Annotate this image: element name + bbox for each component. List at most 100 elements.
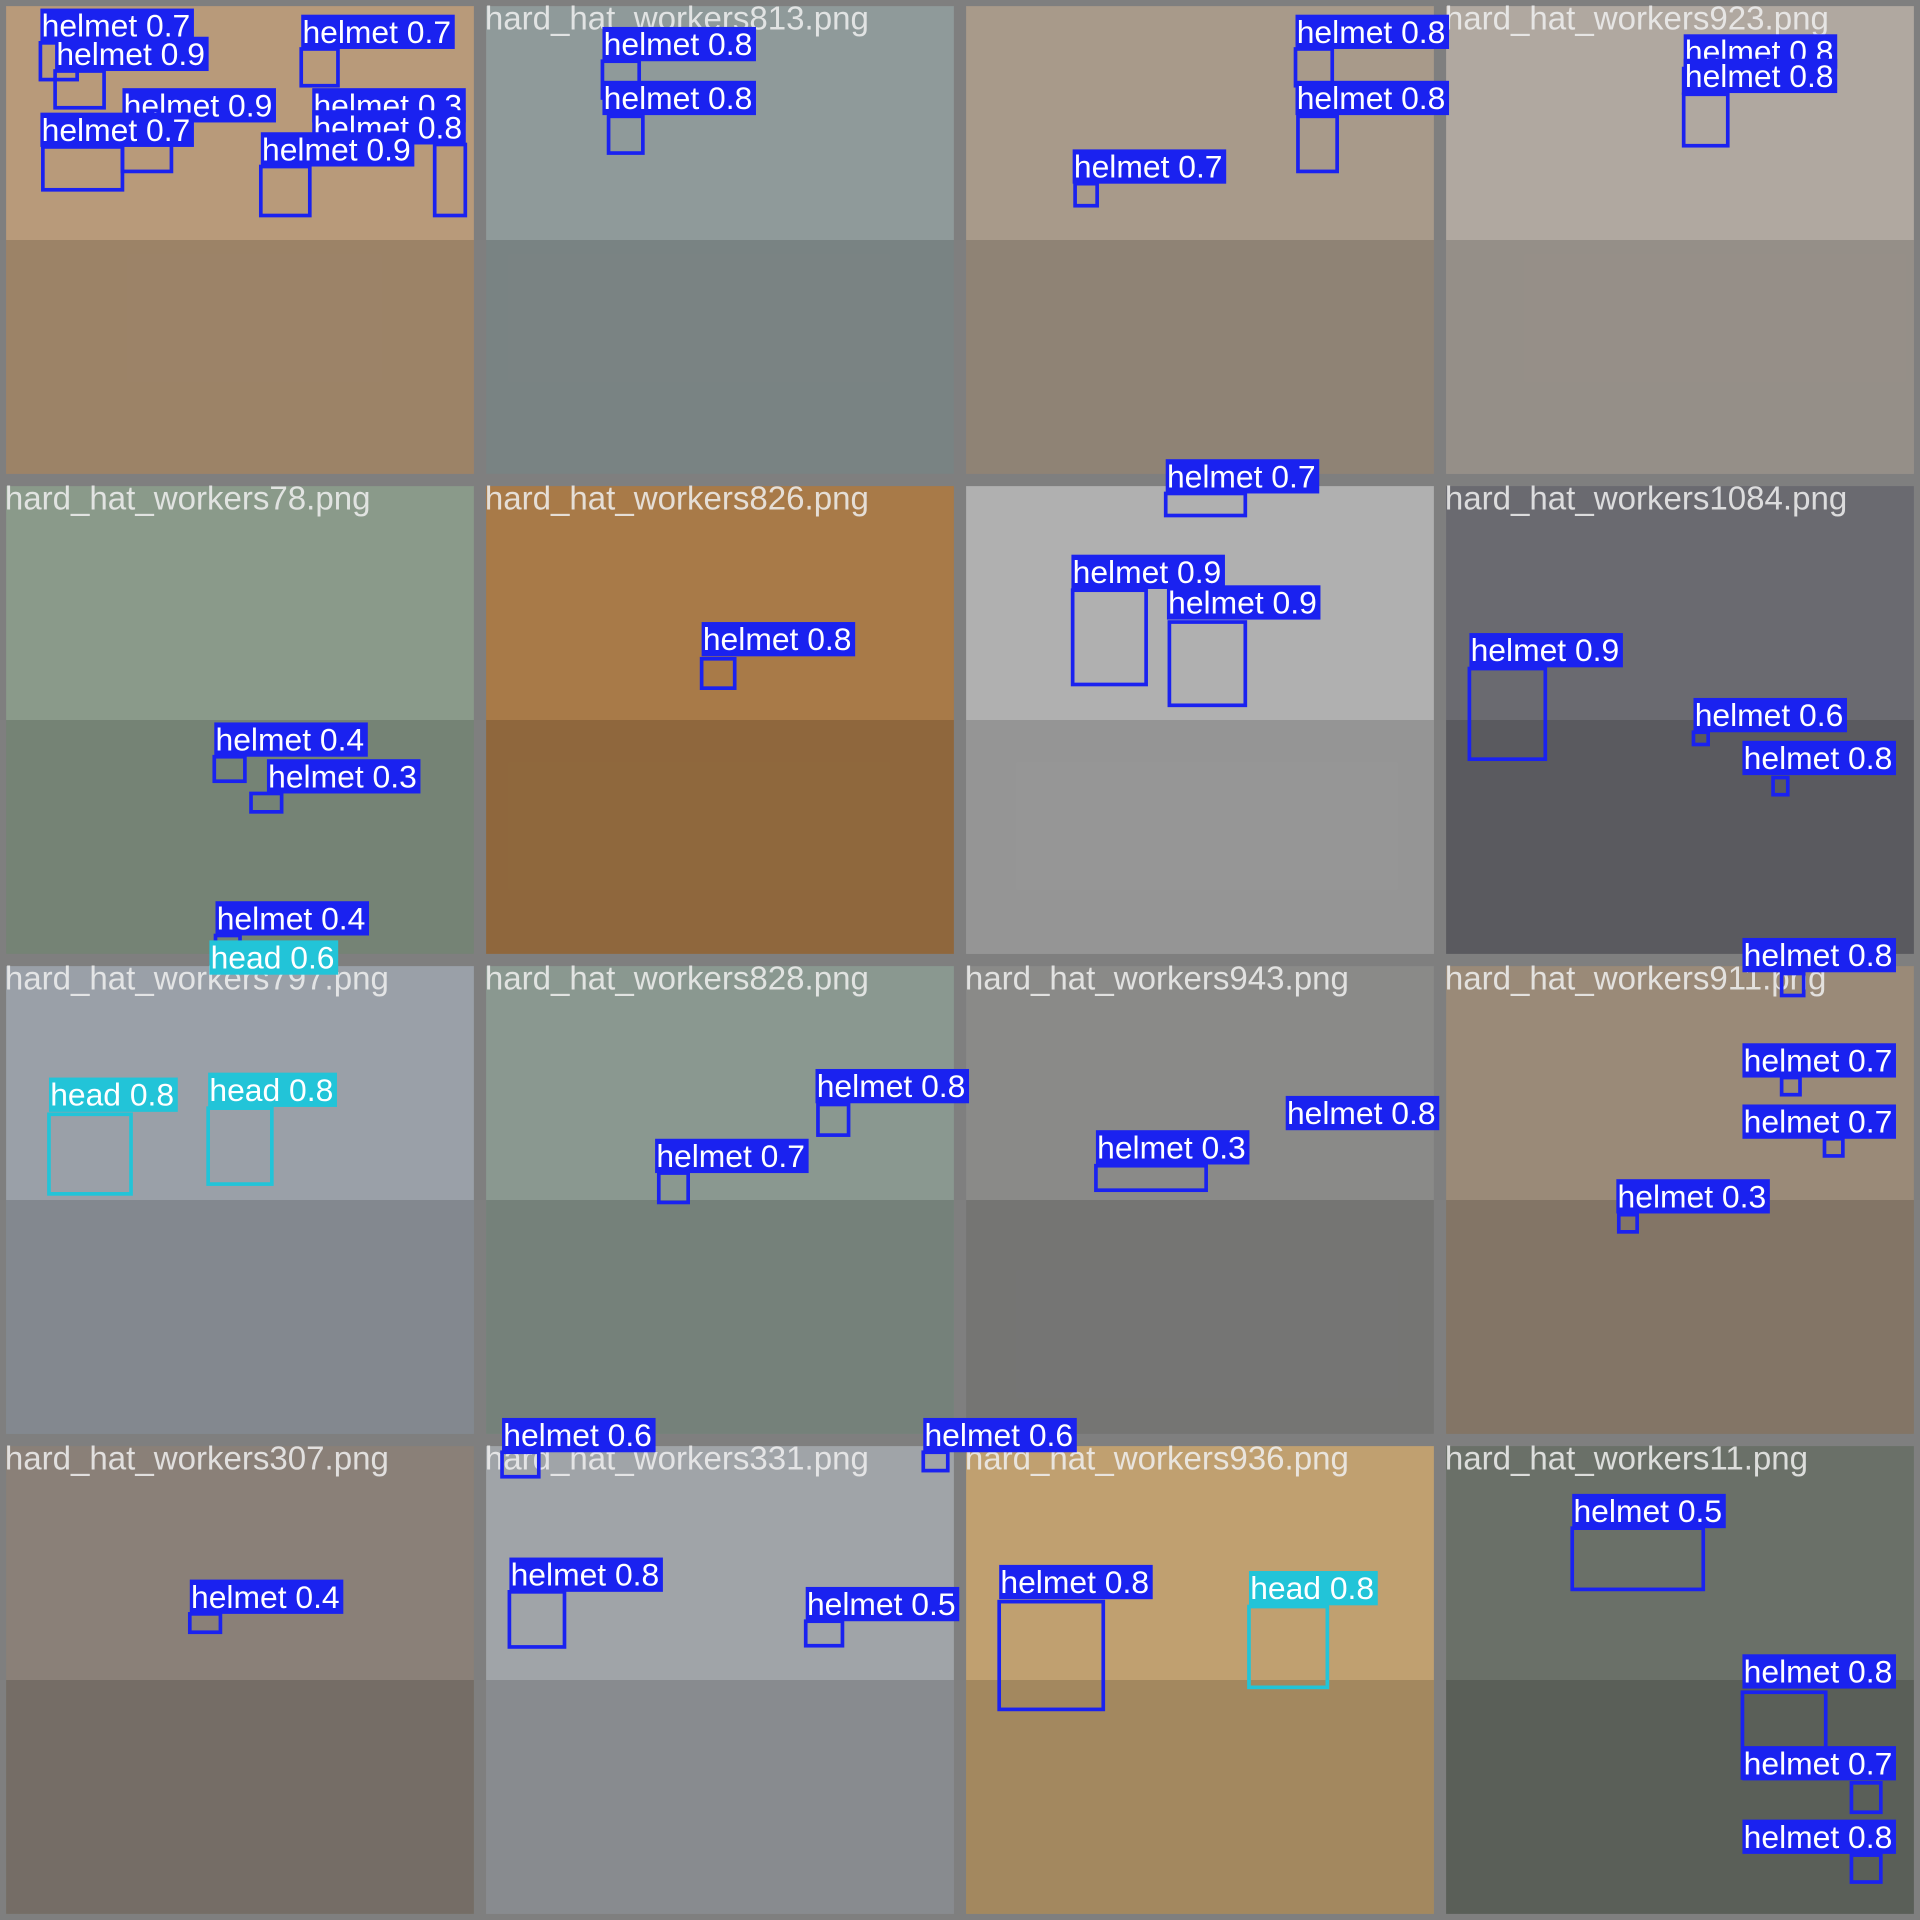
detection-label: helmet 0.8: [703, 621, 852, 657]
detection-label: helmet 0.9: [262, 131, 411, 167]
tile-shade: [6, 240, 474, 474]
label-background: [1742, 937, 1896, 973]
detection-label: head 0.8: [209, 1072, 333, 1108]
detection-label: helmet 0.7: [1744, 1104, 1893, 1140]
label-background: [999, 1564, 1153, 1600]
detection-label: helmet 0.6: [1695, 697, 1844, 733]
detection-label: helmet 0.8: [511, 1557, 660, 1593]
detection-box: [206, 1106, 274, 1186]
detection-box: [1849, 1781, 1883, 1815]
tile-image: [6, 966, 474, 1434]
detection-label: helmet 0.8: [1744, 1653, 1893, 1689]
tile-image: [486, 966, 954, 1434]
label-background: [40, 112, 194, 147]
label-background: [805, 1586, 960, 1622]
tile-image: [6, 6, 474, 474]
detection-label: helmet 0.8: [1297, 80, 1446, 116]
detection-box: [1771, 775, 1790, 797]
detection-label: helmet 0.8: [1297, 14, 1446, 50]
tile-image: [486, 486, 954, 954]
detection-label: helmet 0.7: [1744, 1042, 1893, 1078]
tile-shade: [486, 1200, 954, 1434]
detection-label: helmet 0.5: [807, 1586, 956, 1622]
label-background: [209, 940, 339, 975]
detection-box: [41, 145, 125, 192]
label-background: [602, 26, 756, 62]
detection-label: helmet 0.4: [216, 722, 365, 758]
detection-label: helmet 0.6: [924, 1417, 1073, 1453]
label-background: [1683, 58, 1838, 94]
detection-label: helmet 0.7: [656, 1138, 805, 1174]
tile-shade: [966, 1680, 1434, 1914]
label-background: [1742, 1654, 1896, 1689]
detection-label: helmet 0.7: [42, 112, 191, 148]
labels: helmet 0.7 helmet 0.9 helmet 0.7 helmet 0.9…: [40, 8, 1896, 1855]
tile-title: hard_hat_workers307.png: [5, 1440, 389, 1477]
detection-box: [656, 1171, 690, 1205]
label-background: [509, 1557, 663, 1592]
label-background: [923, 1417, 1077, 1453]
label-background: [1072, 149, 1227, 184]
detection-label: helmet 0.4: [191, 1579, 340, 1615]
label-background: [655, 1138, 809, 1174]
detection-box: [699, 656, 737, 690]
detection-label: helmet 0.6: [503, 1417, 652, 1453]
label-background: [48, 1077, 178, 1112]
detection-label: head 0.8: [1250, 1570, 1374, 1606]
label-background: [602, 80, 756, 116]
detection-label: head 0.8: [50, 1077, 174, 1113]
detection-label: helmet 0.9: [56, 36, 205, 72]
detection-label: helmet 0.8: [1744, 740, 1893, 776]
label-background: [1742, 740, 1896, 776]
tile-shade: [6, 1680, 474, 1914]
label-background: [189, 1579, 344, 1614]
detection-box: [1296, 114, 1339, 174]
label-background: [1248, 1571, 1378, 1606]
label-background: [1572, 1493, 1726, 1529]
detection-box: [1849, 1853, 1883, 1884]
detection-label: helmet 0.8: [817, 1068, 966, 1104]
detection-label: helmet 0.7: [1744, 1745, 1893, 1781]
detection-box: [1467, 666, 1548, 762]
detection-label: helmet 0.8: [1744, 937, 1893, 973]
detection-label: helmet 0.8: [1685, 58, 1834, 94]
tile-title: hard_hat_workers11.png: [1445, 1440, 1808, 1477]
label-background: [1469, 633, 1623, 668]
tile-shade: [486, 240, 954, 474]
tile-title: hard_hat_workers78.png: [5, 480, 371, 517]
label-background: [260, 132, 415, 167]
detection-label: helmet 0.9: [1471, 632, 1620, 668]
label-background: [208, 1072, 337, 1107]
label-background: [1693, 697, 1847, 733]
label-background: [815, 1068, 970, 1104]
tile-title: hard_hat_workers828.png: [485, 960, 869, 997]
label-background: [701, 622, 856, 657]
tile-image: [966, 1446, 1434, 1914]
tile-shade: [486, 720, 954, 954]
label-background: [215, 901, 370, 936]
label-background: [502, 1417, 656, 1453]
detection-label: helmet 0.8: [604, 26, 753, 62]
tile-shade: [1446, 1200, 1914, 1434]
detection-label: helmet 0.5: [1573, 1493, 1722, 1529]
detection-label: helmet 0.3: [268, 758, 417, 794]
detection-label: helmet 0.7: [302, 14, 451, 50]
label-background: [1295, 80, 1450, 116]
label-background: [1742, 1104, 1896, 1139]
detection-box: [1094, 1163, 1208, 1193]
tile-shade: [1446, 1680, 1914, 1914]
detection-label: helmet 0.9: [1073, 554, 1222, 590]
tile-shade: [6, 1200, 474, 1434]
detection-label: helmet 0.3: [1097, 1129, 1246, 1165]
detection-box: [1070, 588, 1148, 687]
label-background: [1616, 1179, 1770, 1214]
label-background: [1742, 1746, 1896, 1781]
label-background: [214, 722, 368, 757]
tiles: hard_hat_workers813.png hard_hat_workers9…: [5, 0, 1914, 1914]
detection-box: [1167, 620, 1248, 708]
label-background: [1095, 1130, 1250, 1165]
label-background: [1295, 14, 1450, 49]
tile-title: hard_hat_workers1084.png: [1445, 480, 1847, 517]
tile-shade: [486, 1680, 954, 1914]
